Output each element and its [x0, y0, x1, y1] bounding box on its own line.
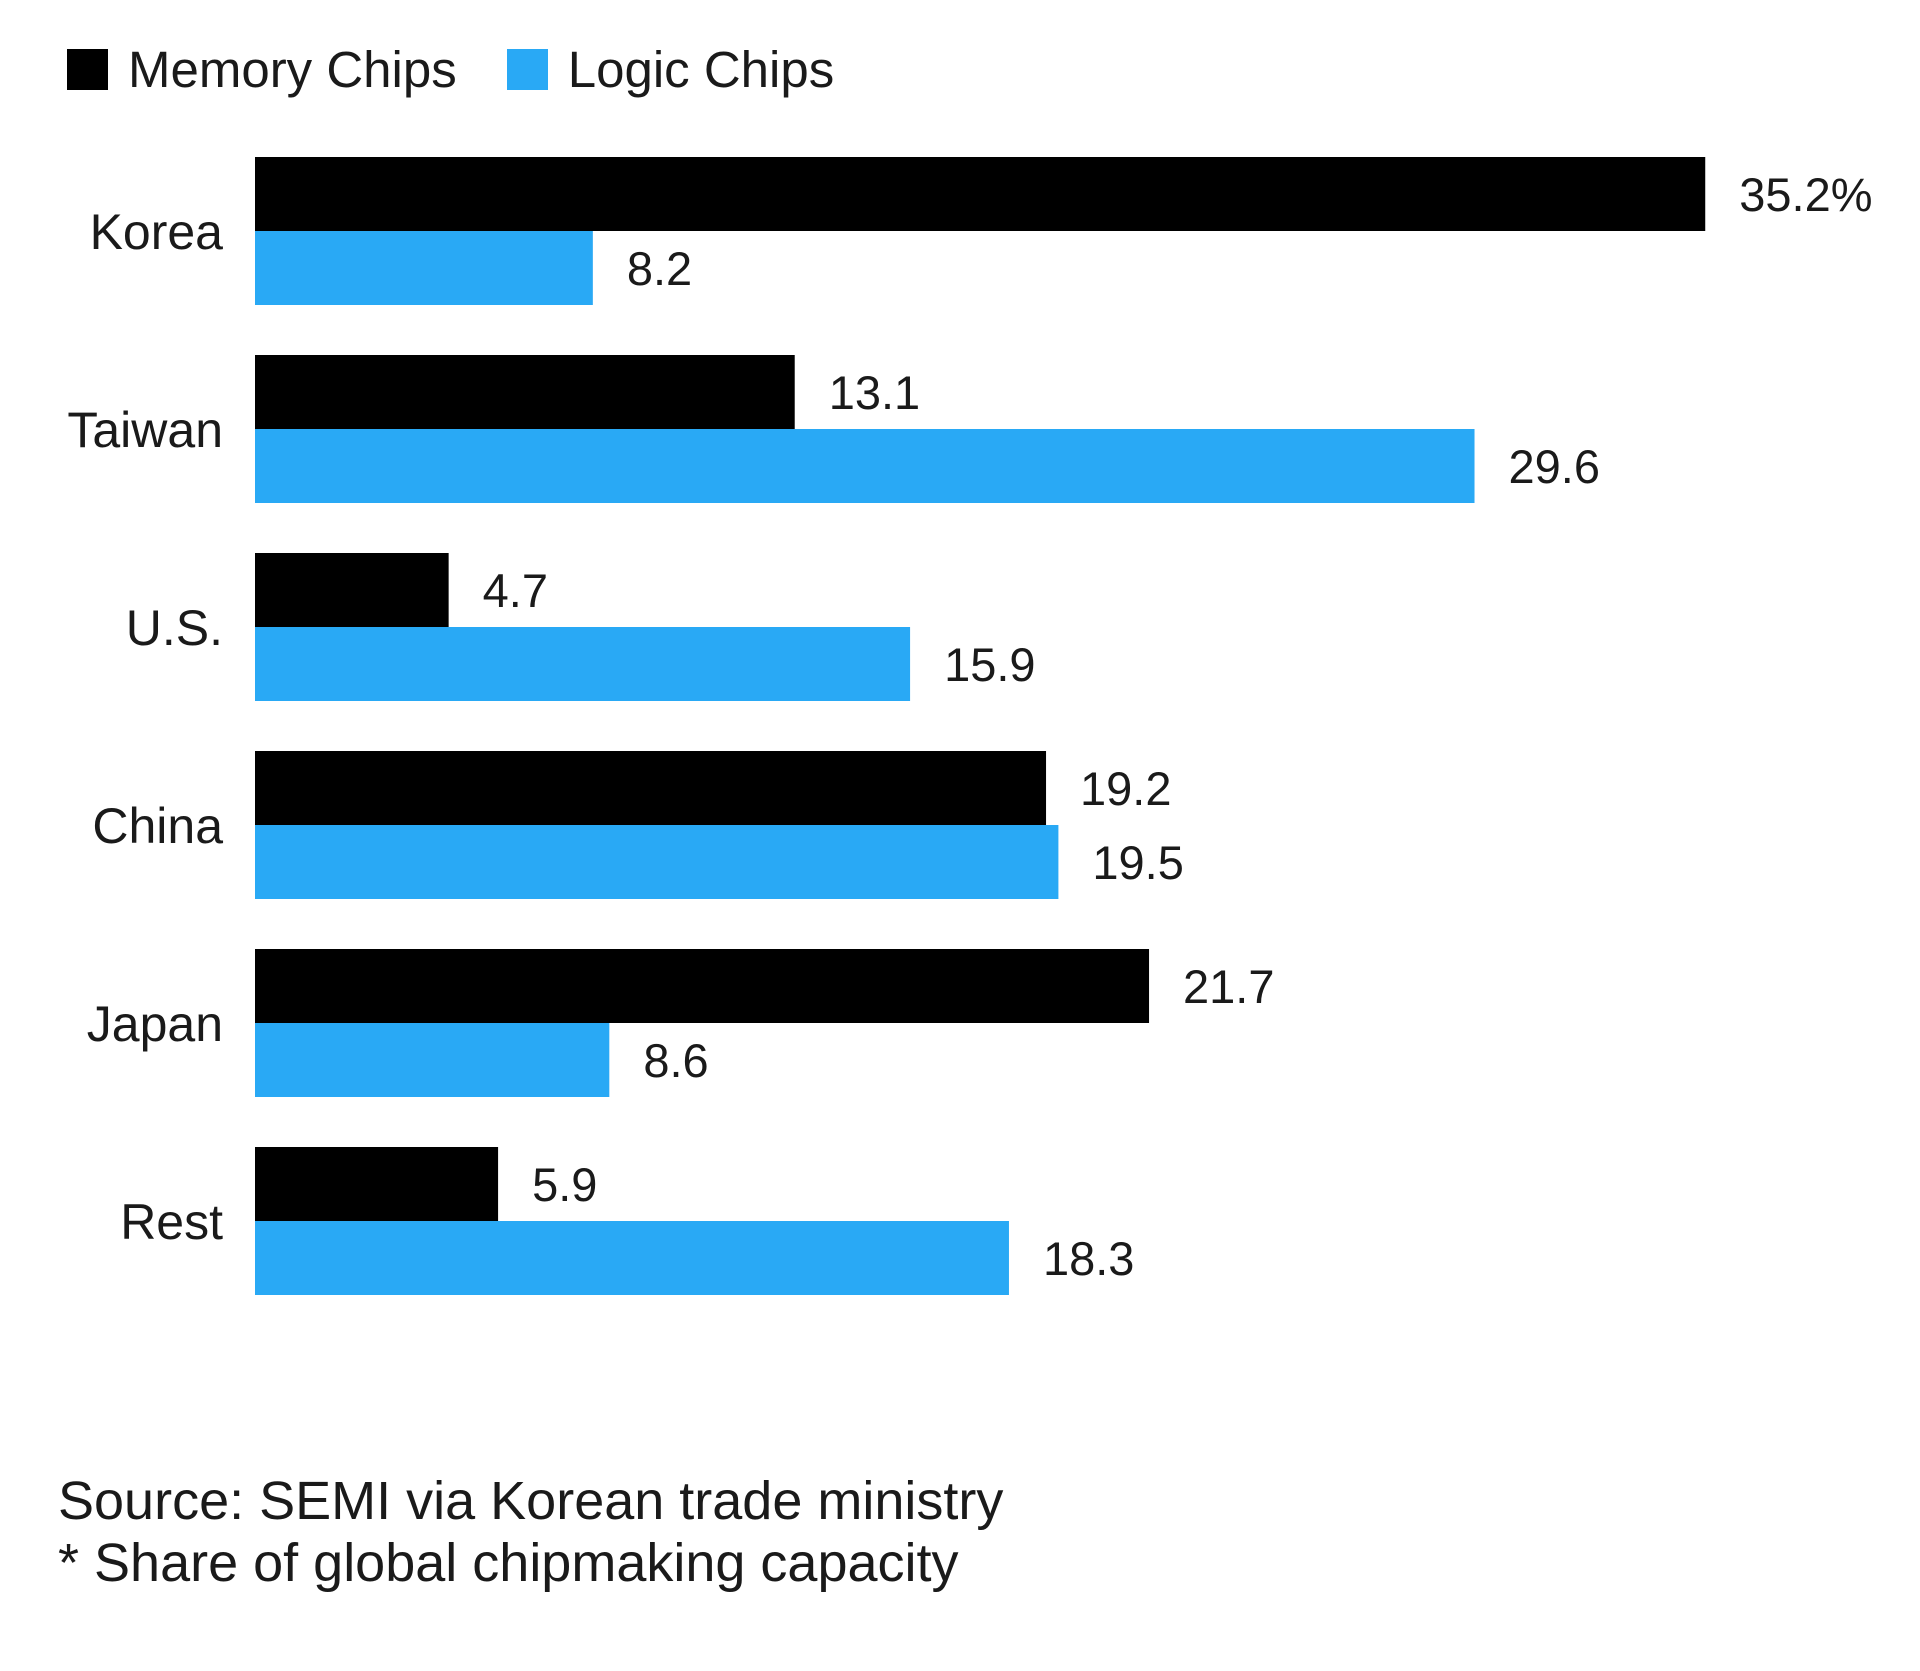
bar-memory — [255, 751, 1047, 825]
bar-logic — [255, 231, 593, 305]
legend-swatch-memory — [67, 49, 108, 90]
category-label-taiwan: Taiwan — [67, 402, 223, 458]
legend-swatch-logic — [506, 49, 548, 90]
legend-item-logic: Logic Chips — [506, 40, 835, 99]
legend-label-memory: Memory Chips — [128, 41, 457, 98]
bar-memory — [255, 1147, 499, 1221]
category-label-korea: Korea — [90, 204, 224, 260]
data-label-memory: 21.7 — [1183, 960, 1274, 1013]
source-note: Source: SEMI via Korean trade ministry — [58, 1471, 1004, 1531]
legend: Memory Chips Logic Chips — [67, 40, 884, 99]
bar-logic — [255, 627, 911, 701]
data-label-logic: 18.3 — [1043, 1232, 1134, 1285]
bar-logic — [255, 429, 1475, 503]
data-label-memory: 19.2 — [1080, 762, 1171, 815]
bar-memory — [255, 157, 1706, 231]
bar-logic — [255, 1221, 1009, 1295]
data-label-memory: 35.2% — [1739, 168, 1872, 221]
data-label-logic: 8.6 — [643, 1034, 708, 1087]
footnote: * Share of global chipmaking capacity — [58, 1533, 959, 1593]
bar-memory — [255, 355, 795, 429]
legend-label-logic: Logic Chips — [567, 41, 835, 98]
category-label-us: U.S. — [126, 600, 223, 656]
bar-logic — [255, 825, 1059, 899]
bar-memory — [255, 949, 1150, 1023]
data-label-logic: 29.6 — [1509, 440, 1600, 493]
data-label-memory: 4.7 — [483, 564, 548, 617]
category-label-japan: Japan — [87, 996, 223, 1052]
bar-chart: Korea 35.2% 8.2 Taiwan 13.1 29.6 U.S. 4.7 15.9 Ch… — [67, 157, 1873, 1295]
data-label-memory: 5.9 — [532, 1158, 597, 1211]
legend-item-memory: Memory Chips — [67, 40, 457, 99]
bar-logic — [255, 1023, 610, 1097]
data-label-logic: 15.9 — [944, 638, 1035, 691]
data-label-logic: 8.2 — [627, 242, 692, 295]
data-label-logic: 19.5 — [1092, 836, 1183, 889]
bar-memory — [255, 553, 449, 627]
category-label-rest: Rest — [120, 1194, 223, 1250]
data-label-memory: 13.1 — [829, 366, 920, 419]
category-label-china: China — [92, 798, 223, 854]
